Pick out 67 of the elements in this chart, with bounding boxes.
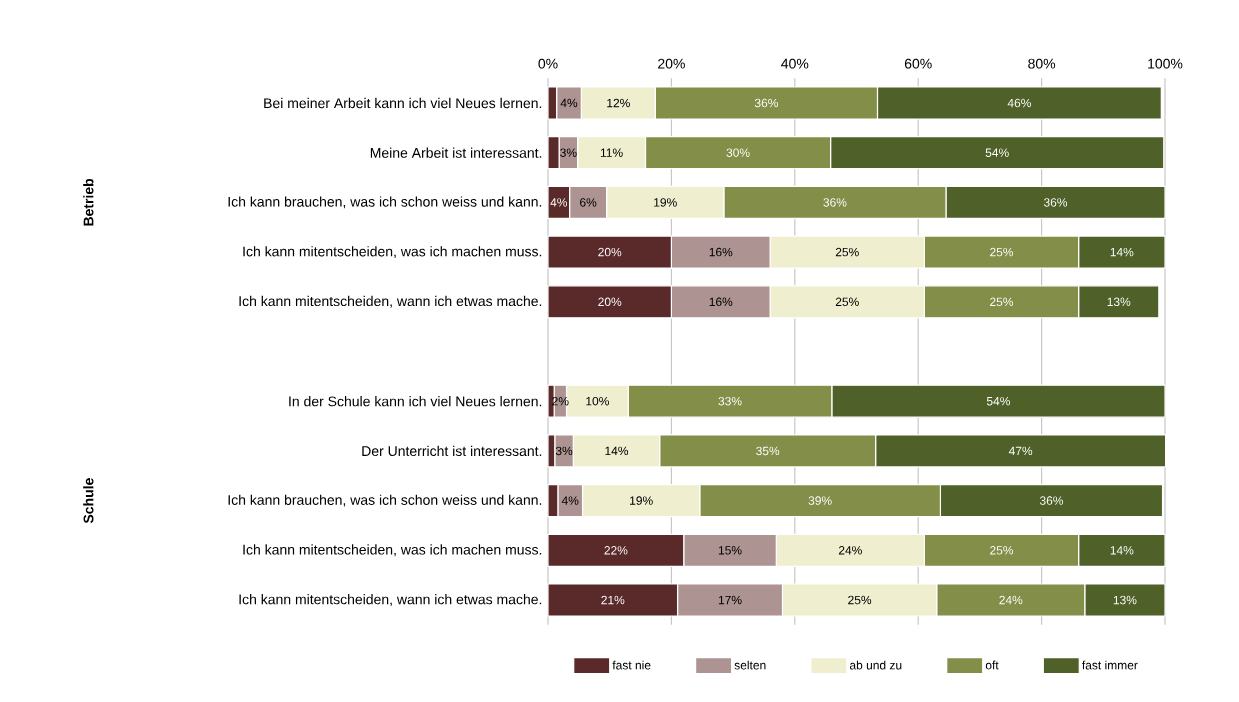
data-label: 13% bbox=[1113, 595, 1137, 605]
text: Schule bbox=[83, 478, 94, 524]
x-tick-label: 60% bbox=[904, 58, 932, 69]
data-label: 54% bbox=[986, 396, 1010, 406]
data-label: 47% bbox=[1008, 446, 1033, 456]
x-tick-label: 0% bbox=[538, 58, 558, 69]
data-label: 4% bbox=[561, 496, 579, 505]
y-tick-label: Ich kann mitentscheiden, wann ich etwas mache. bbox=[239, 594, 542, 606]
data-label: 36% bbox=[1043, 198, 1068, 207]
y-tick-label: In der Schule kann ich viel Neues lernen. bbox=[289, 396, 542, 407]
y-tick-label: Meine Arbeit ist interessant. bbox=[370, 147, 542, 158]
data-label: 16% bbox=[709, 297, 733, 307]
data-label: 24% bbox=[999, 595, 1023, 605]
x-tick-label: 100% bbox=[1148, 58, 1183, 69]
data-label: 54% bbox=[985, 148, 1009, 157]
data-label: 14% bbox=[605, 446, 629, 456]
data-label: 4% bbox=[560, 98, 578, 108]
data-label: 14% bbox=[1110, 247, 1134, 257]
y-tick-label: Ich kann mitentscheiden, was ich machen muss. bbox=[243, 246, 542, 259]
data-label: 11% bbox=[600, 148, 623, 157]
y-tick-label: Ich kann brauchen, was ich schon weiss und kann. bbox=[228, 494, 542, 507]
data-label: 20% bbox=[598, 297, 622, 307]
data-label: 25% bbox=[990, 247, 1014, 257]
data-label: 25% bbox=[848, 595, 872, 605]
data-label: 46% bbox=[1007, 98, 1031, 108]
data-label: 25% bbox=[990, 297, 1014, 307]
data-label: 10% bbox=[586, 396, 609, 406]
data-label: 36% bbox=[823, 198, 847, 207]
data-label: 22% bbox=[604, 546, 628, 555]
legend-label: fast immer bbox=[1082, 660, 1138, 670]
y-tick-label: Der Unterricht ist interessant. bbox=[362, 445, 542, 457]
data-label: 24% bbox=[838, 546, 862, 555]
y-tick-label: Ich kann brauchen, was ich schon weiss und kann. bbox=[228, 196, 542, 209]
legend-label: selten bbox=[734, 660, 766, 670]
data-label: 20% bbox=[598, 247, 622, 257]
text: Betrieb bbox=[83, 178, 94, 226]
data-label: 36% bbox=[1039, 496, 1064, 505]
data-label: 25% bbox=[990, 546, 1014, 555]
data-label: 6% bbox=[580, 198, 597, 207]
data-label: 16% bbox=[709, 247, 733, 257]
data-label: 30% bbox=[726, 148, 750, 157]
data-label: 33% bbox=[718, 396, 742, 406]
x-tick-label: 40% bbox=[781, 58, 809, 69]
data-label: 4% bbox=[550, 198, 568, 207]
data-label: 14% bbox=[1110, 546, 1134, 555]
data-label: 25% bbox=[835, 247, 859, 257]
data-label: 19% bbox=[630, 496, 653, 505]
data-label: 39% bbox=[808, 496, 832, 505]
data-label: 19% bbox=[654, 198, 677, 207]
y-tick-label: Ich kann mitentscheiden, wann ich etwas mache. bbox=[239, 295, 542, 308]
data-label: 36% bbox=[754, 98, 778, 108]
data-label: 13% bbox=[1107, 297, 1131, 307]
x-tick-label: 80% bbox=[1028, 58, 1056, 69]
data-label: 17% bbox=[718, 595, 742, 605]
data-label: 3% bbox=[555, 446, 573, 456]
data-label: 21% bbox=[601, 595, 625, 605]
legend-label: oft bbox=[985, 660, 999, 670]
data-label: 15% bbox=[718, 546, 742, 555]
data-label: 25% bbox=[835, 297, 859, 307]
data-label: 35% bbox=[756, 446, 780, 456]
data-label: 3% bbox=[560, 148, 577, 157]
legend-label: ab und zu bbox=[849, 660, 902, 670]
y-tick-label: Bei meiner Arbeit kann ich viel Neues lernen. bbox=[264, 97, 542, 109]
legend-label: fast nie bbox=[612, 660, 651, 670]
data-label: 12% bbox=[607, 98, 630, 108]
x-tick-label: 20% bbox=[658, 58, 685, 69]
y-tick-label: Ich kann mitentscheiden, was ich machen muss. bbox=[243, 544, 542, 557]
